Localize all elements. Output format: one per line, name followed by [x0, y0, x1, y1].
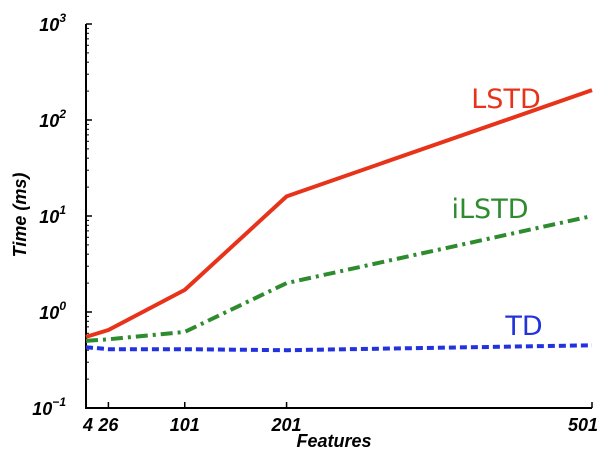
y-axis-ticks: 10−1 100 101 102 103: [32, 11, 92, 419]
y-axis-title: Time (ms): [10, 173, 30, 258]
x-tick-label: 501: [568, 415, 598, 435]
y-tick-label: 101: [39, 203, 66, 227]
series-line-td: [85, 343, 593, 353]
series-line-lstd: [85, 88, 593, 339]
series-labels: LSTD iLSTD TD: [452, 84, 543, 342]
y-tick-label: 100: [39, 299, 66, 323]
series-label-lstd: LSTD: [471, 84, 540, 115]
y-tick-label: 102: [39, 107, 66, 131]
y-tick-label: 103: [39, 11, 66, 35]
series-label-td: TD: [504, 311, 542, 342]
x-tick-label: 4: [82, 415, 93, 435]
series-lines: [85, 88, 593, 353]
y-tick-label: 10−1: [32, 395, 66, 419]
x-tick-label: 201: [271, 415, 302, 435]
x-axis-title: Features: [296, 431, 371, 451]
x-axis-ticks: 4 26 101 201 501: [82, 402, 598, 435]
x-tick-label: 101: [170, 415, 200, 435]
series-label-ilstd: iLSTD: [452, 194, 529, 225]
x-tick-label: 26: [97, 415, 119, 435]
